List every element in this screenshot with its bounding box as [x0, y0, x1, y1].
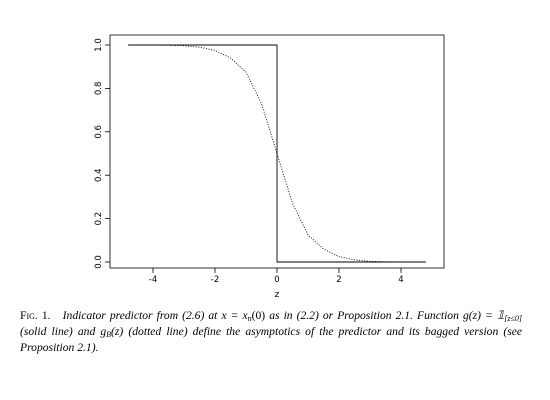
y-tick-label: 0.8: [94, 82, 104, 96]
x-tick-label: 2: [336, 275, 341, 285]
caption-text-2: as in (2.2) or Proposition 2.1. Function: [269, 309, 459, 322]
figure-caption: Fig. 1. Indicator predictor from (2.6) a…: [20, 308, 522, 356]
y-tick-label: 0.0: [94, 255, 104, 269]
y-tick-label: 0.6: [94, 125, 104, 139]
caption-eq-gb: gB(z): [100, 325, 124, 339]
x-tick-label: 0: [274, 275, 279, 285]
series-layer: [128, 44, 426, 263]
x-axis-label: z: [275, 290, 280, 300]
x-tick-label: -4: [149, 275, 157, 285]
y-tick-label: 1.0: [94, 38, 104, 52]
caption-text-3: (solid line) and: [20, 325, 96, 338]
caption-text-4: (dotted line) define the asymptotics of …: [20, 325, 523, 354]
caption-text-1: Indicator predictor from (2.6) at: [62, 309, 218, 322]
caption-eq-x: x = xn(0): [221, 309, 266, 323]
x-axis: -4 -2 0 2 4: [149, 268, 404, 285]
figure-plot: -4 -2 0 2 4 0.0 0.2 0.4 0.6 0.8 1.0 z: [94, 34, 445, 300]
figure-number: Fig. 1.: [20, 309, 51, 322]
y-tick-label: 0.2: [94, 212, 104, 226]
y-tick-label: 0.4: [94, 168, 104, 182]
solid-line-series: [128, 44, 426, 263]
dotted-line-series: [128, 44, 426, 263]
x-tick-label: -2: [211, 275, 219, 285]
caption-eq-g: g(z) = 𝟙[z≤0]: [462, 309, 522, 323]
x-tick-label: 4: [398, 275, 403, 285]
y-axis: 0.0 0.2 0.4 0.6 0.8 1.0: [94, 38, 110, 269]
